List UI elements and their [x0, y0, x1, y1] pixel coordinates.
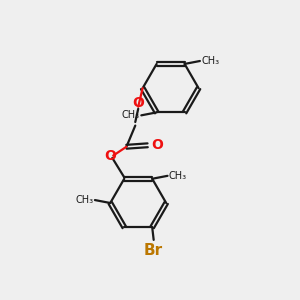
- Text: O: O: [152, 138, 163, 152]
- Text: CH₃: CH₃: [201, 56, 220, 66]
- Text: CH₃: CH₃: [169, 171, 187, 181]
- Text: Br: Br: [144, 243, 163, 258]
- Text: CH₃: CH₃: [122, 110, 140, 120]
- Text: O: O: [132, 96, 144, 110]
- Text: O: O: [104, 148, 116, 163]
- Text: CH₃: CH₃: [75, 195, 94, 205]
